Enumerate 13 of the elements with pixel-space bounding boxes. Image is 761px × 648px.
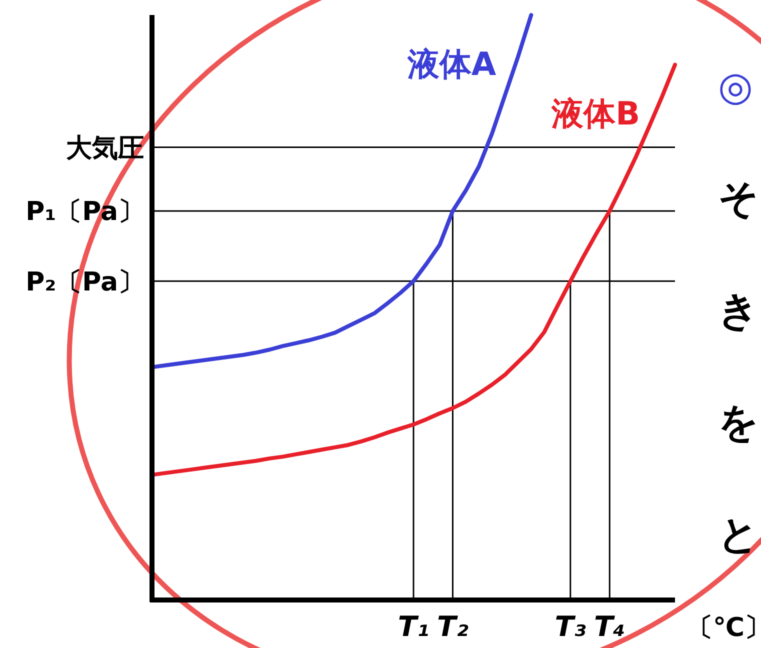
text: を [718,400,759,446]
text: ◎ [718,64,753,110]
x-tick-label: T₃ [554,610,586,643]
ref-line-label: P₂〔Pa〕 [26,267,144,298]
series-label: 液体A [406,45,496,83]
x-axis-title: 〔℃〕 [687,613,761,643]
text: き [718,288,759,334]
x-tick-label: T₁ [398,610,430,643]
x-tick-label: T₄ [594,610,626,643]
text: と [718,512,759,558]
text: そ [718,176,759,222]
x-tick-label: T₂ [437,610,470,643]
series-label: 液体B [550,94,640,133]
